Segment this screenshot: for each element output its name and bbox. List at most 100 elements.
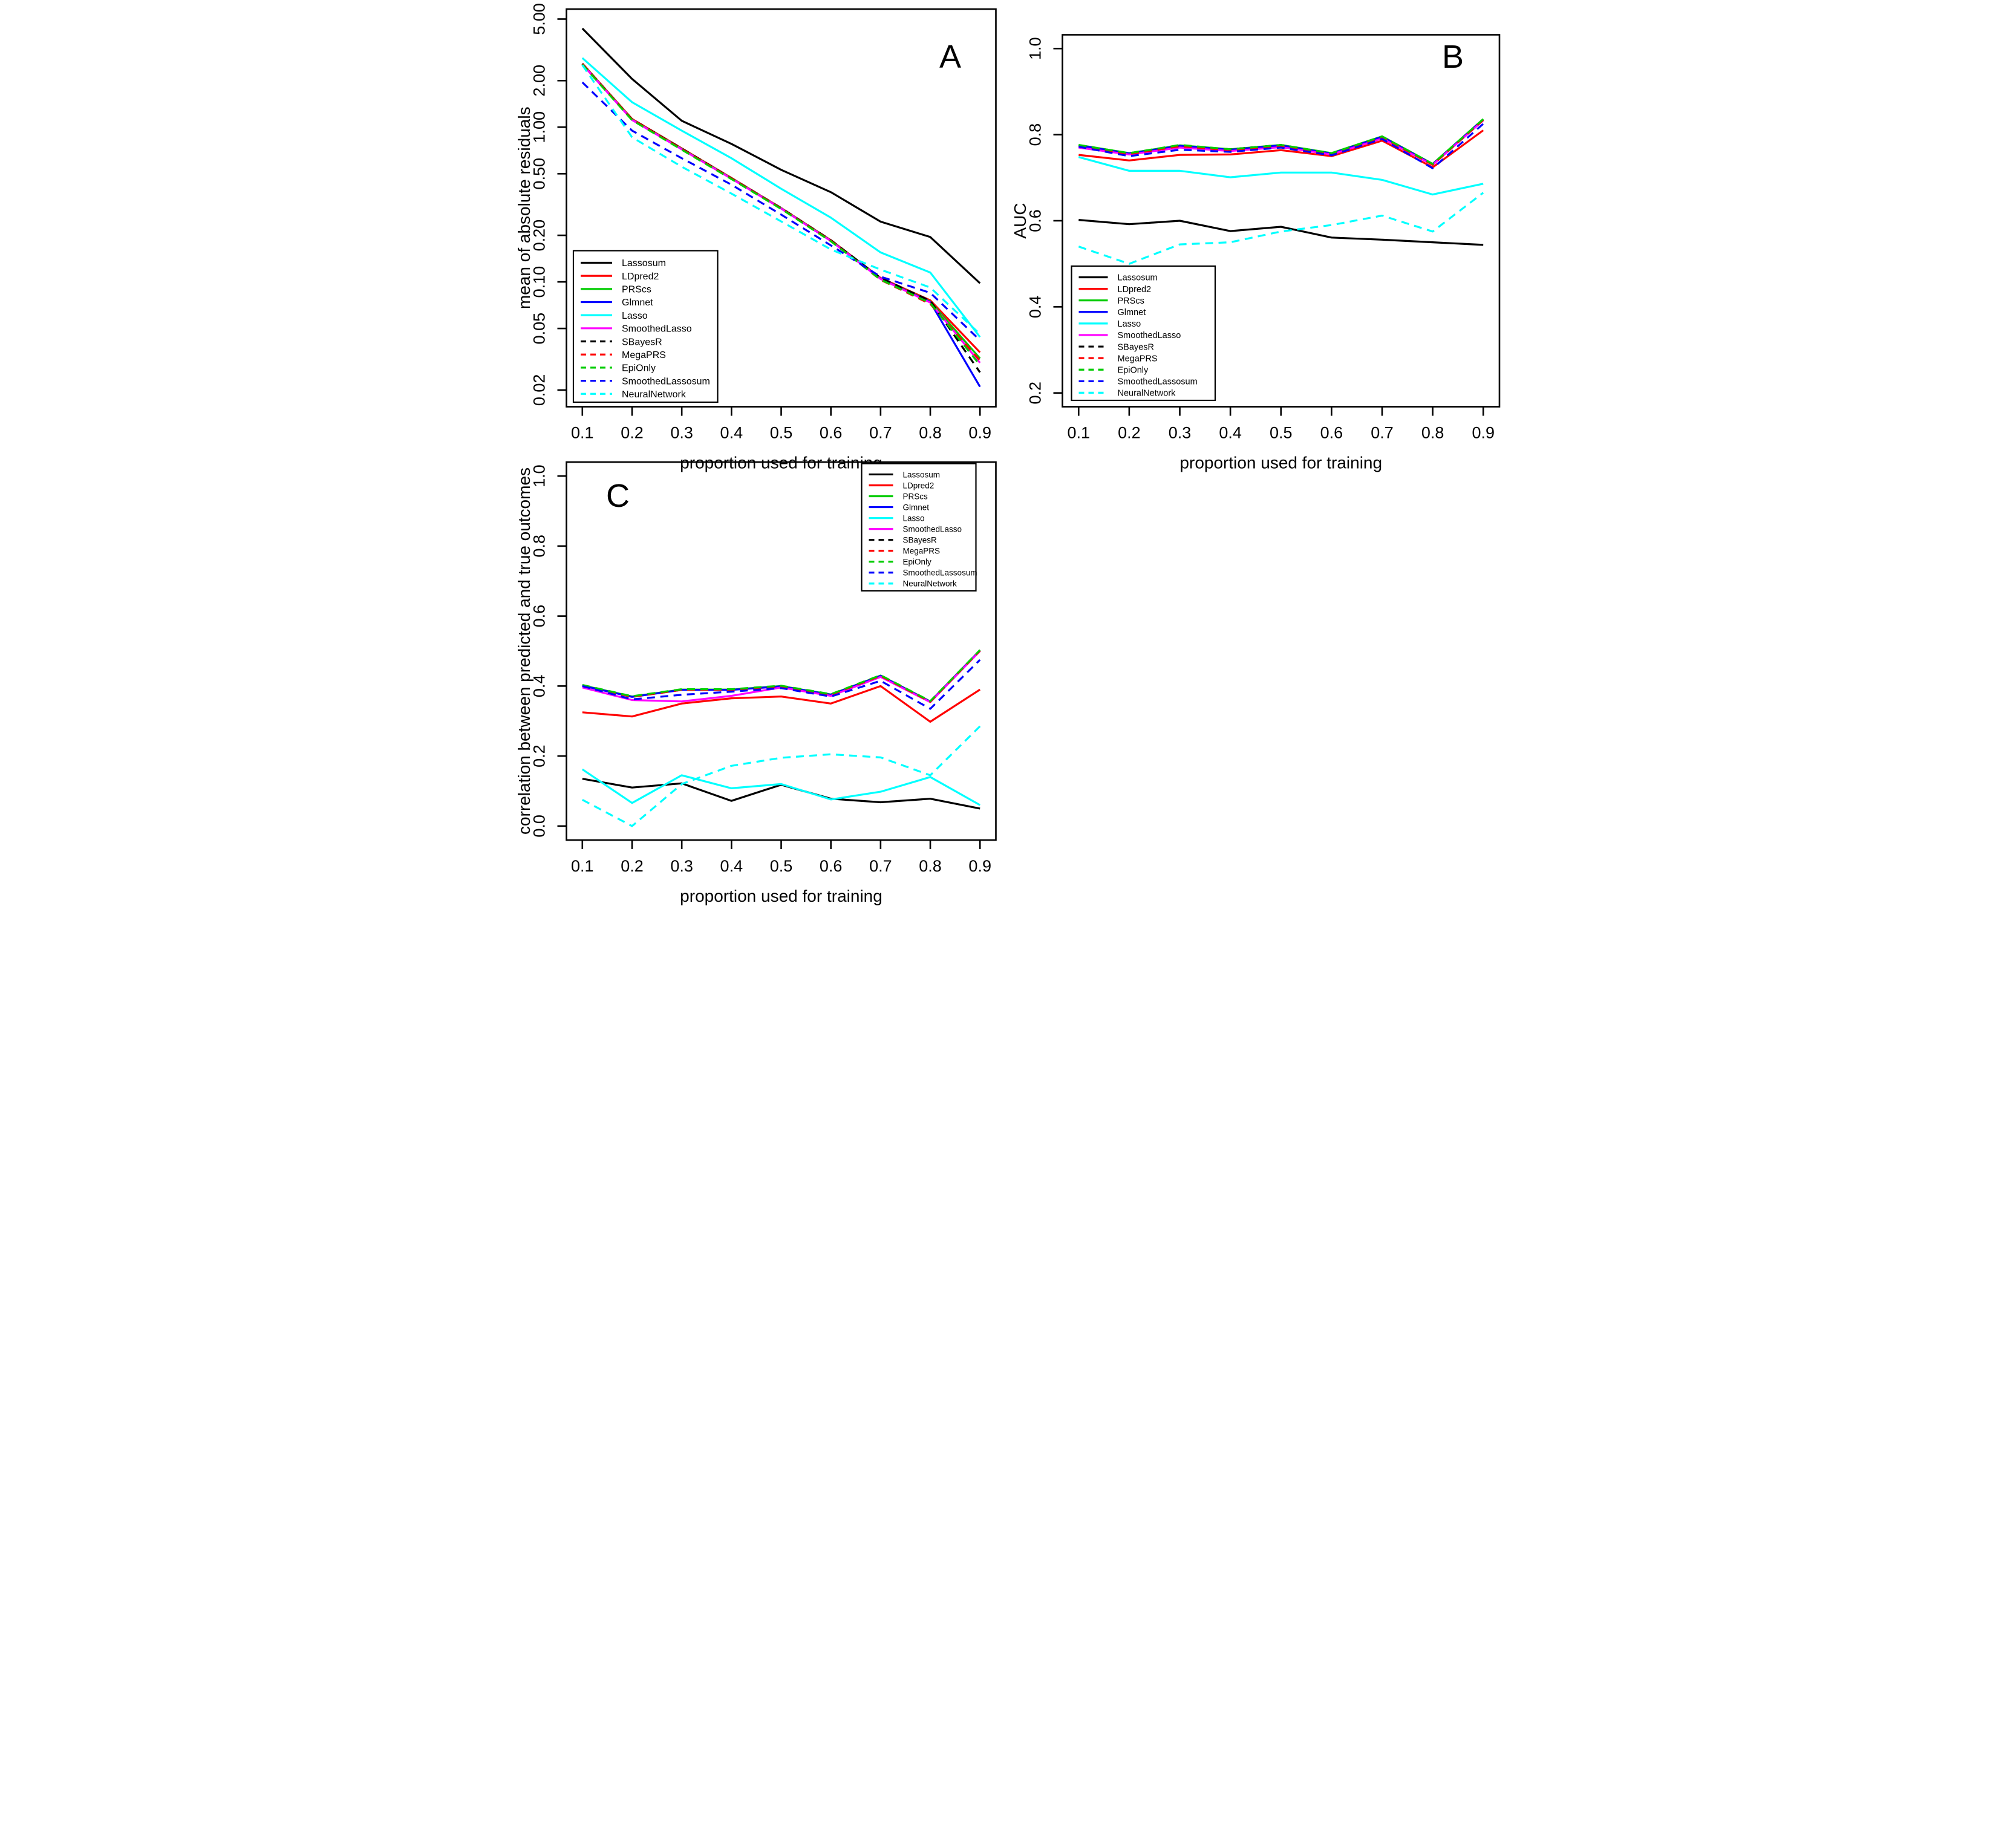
x-tick-label: 0.4 — [720, 857, 743, 875]
y-tick-label: 0.02 — [530, 374, 548, 406]
figure-canvas: 0.1 0.2 0.3 0.4 0.5 0.6 0.7 0.8 0.9 5.00 2.00 1.00 0… — [504, 0, 1512, 919]
y-tick-label: 0.20 — [530, 220, 548, 252]
legend-label: Lasso — [622, 311, 648, 321]
legend-label: LDpred2 — [1117, 285, 1151, 295]
legend-label: SmoothedLasso — [622, 324, 692, 334]
legend-label: LDpred2 — [622, 272, 659, 282]
legend-label: EpiOnly — [622, 363, 656, 374]
panel-B-series-LDpred2 — [1078, 129, 1484, 169]
x-tick-label: 0.7 — [1371, 424, 1394, 442]
panel-B-series-EpiOnly — [1078, 118, 1484, 165]
legend-label: SmoothedLasso — [1117, 331, 1181, 340]
x-tick-label: 0.9 — [968, 857, 991, 875]
panel-B: 0.1 0.2 0.3 0.4 0.5 0.6 0.7 0.8 0.9 1.0 0.8 0.6 0.4 0… — [1011, 34, 1500, 472]
panel-C: 0.1 0.2 0.3 0.4 0.5 0.6 0.7 0.8 0.9 1.0 0.8 0.6 0.4 0… — [515, 461, 997, 905]
legend-label: NeuralNetwork — [1117, 389, 1176, 399]
x-tick-label: 0.1 — [571, 857, 594, 875]
x-tick-label: 0.4 — [1219, 424, 1242, 442]
y-tick-label: 0.2 — [1026, 382, 1044, 405]
three-panel-line-chart: 0.1 0.2 0.3 0.4 0.5 0.6 0.7 0.8 0.9 5.00 2.00 1.00 0… — [504, 0, 1512, 919]
y-tick-label: 1.0 — [530, 464, 548, 487]
legend-label: EpiOnly — [902, 558, 931, 567]
x-tick-label: 0.3 — [1168, 424, 1191, 442]
panel-C-series-NeuralNetwork — [581, 725, 980, 827]
legend-label: Glmnet — [622, 298, 653, 308]
legend-label: MegaPRS — [902, 547, 940, 556]
panel-B-series-Lassosum — [1078, 219, 1483, 246]
panel-C-x-axis-label: proportion used for training — [680, 887, 882, 905]
x-tick-label: 0.6 — [1320, 424, 1343, 442]
x-tick-label: 0.6 — [819, 424, 842, 442]
x-tick-label: 0.9 — [968, 424, 991, 442]
panel-C-series-PRScs — [581, 650, 980, 703]
legend-label: SBayesR — [902, 536, 937, 545]
legend-label: NeuralNetwork — [622, 389, 687, 400]
legend-label: SBayesR — [1117, 342, 1153, 352]
x-tick-label: 0.2 — [621, 424, 644, 442]
legend-label: SmoothedLasso — [902, 525, 962, 534]
panel-letter-B: B — [1441, 39, 1463, 75]
x-tick-label: 0.3 — [670, 424, 693, 442]
x-tick-label: 0.8 — [1421, 424, 1444, 442]
panel-C-series-SmoothedLassosum — [581, 659, 980, 710]
x-tick-label: 0.7 — [869, 857, 892, 875]
x-tick-label: 0.5 — [769, 424, 792, 442]
panel-A: 0.1 0.2 0.3 0.4 0.5 0.6 0.7 0.8 0.9 5.00 2.00 1.00 0… — [515, 3, 997, 472]
legend-label: EpiOnly — [1117, 365, 1149, 375]
y-tick-label: 5.00 — [530, 3, 548, 35]
legend-label: PRScs — [902, 492, 928, 501]
legend-label: SmoothedLassosum — [902, 568, 977, 578]
panel-C-series-EpiOnly — [581, 649, 980, 702]
legend-label: SmoothedLassosum — [1117, 377, 1197, 387]
panel-A-series-EpiOnly — [581, 64, 980, 366]
legend-label: Lasso — [902, 513, 924, 523]
legend-label: Lassosum — [902, 470, 940, 479]
y-tick-label: 0.6 — [530, 605, 548, 628]
panel-B-series-Lasso — [1078, 156, 1484, 196]
x-tick-label: 0.3 — [670, 857, 693, 875]
legend-label: Lassosum — [622, 258, 666, 269]
panel-A-series-NeuralNetwork — [581, 64, 980, 335]
panel-B-series-SmoothedLassosum — [1078, 123, 1484, 169]
y-tick-label: 0.8 — [1026, 123, 1044, 146]
legend-label: SmoothedLassosum — [622, 376, 710, 386]
panel-B-series-NeuralNetwork — [1078, 192, 1484, 265]
x-tick-label: 0.8 — [919, 424, 942, 442]
legend-label: NeuralNetwork — [902, 579, 957, 588]
y-tick-label: 0.4 — [530, 675, 548, 698]
legend-label: SBayesR — [622, 337, 662, 347]
panel-B-series-PRScs — [1078, 118, 1484, 165]
panel-A-series-Lassosum — [581, 27, 980, 284]
panel-C-series-Lasso — [581, 768, 980, 806]
x-tick-label: 0.4 — [720, 424, 743, 442]
legend-label: PRScs — [1117, 296, 1144, 306]
panel-A-series-SmoothedLassosum — [581, 81, 980, 341]
y-tick-label: 0.8 — [530, 535, 548, 558]
y-tick-label: 0.0 — [530, 815, 548, 838]
panel-A-series-Lasso — [581, 57, 980, 338]
legend-label: Glmnet — [902, 503, 929, 512]
legend-label: Glmnet — [1117, 308, 1146, 318]
legend-label: MegaPRS — [1117, 354, 1157, 363]
y-tick-label: 1.0 — [1026, 37, 1044, 60]
panel-letter-A: A — [939, 39, 961, 75]
y-tick-label: 0.2 — [530, 744, 548, 767]
y-tick-label: 0.50 — [530, 158, 548, 190]
x-tick-label: 0.2 — [621, 857, 644, 875]
y-tick-label: 0.6 — [1026, 209, 1044, 232]
x-tick-label: 0.9 — [1472, 424, 1495, 442]
legend-label: MegaPRS — [622, 350, 666, 360]
panel-C-series-MegaPRS — [581, 650, 980, 703]
y-tick-label: 0.05 — [530, 313, 548, 345]
y-tick-label: 0.4 — [1026, 296, 1044, 319]
legend-label: Lasso — [1117, 319, 1141, 329]
legend-label: LDpred2 — [902, 481, 934, 490]
x-tick-label: 0.1 — [1067, 424, 1090, 442]
x-tick-label: 0.5 — [1269, 424, 1292, 442]
panel-C-series-Glmnet — [581, 650, 980, 703]
panel-C-series-LDpred2 — [582, 685, 980, 723]
panel-letter-C: C — [606, 478, 630, 514]
x-tick-label: 0.1 — [571, 424, 594, 442]
